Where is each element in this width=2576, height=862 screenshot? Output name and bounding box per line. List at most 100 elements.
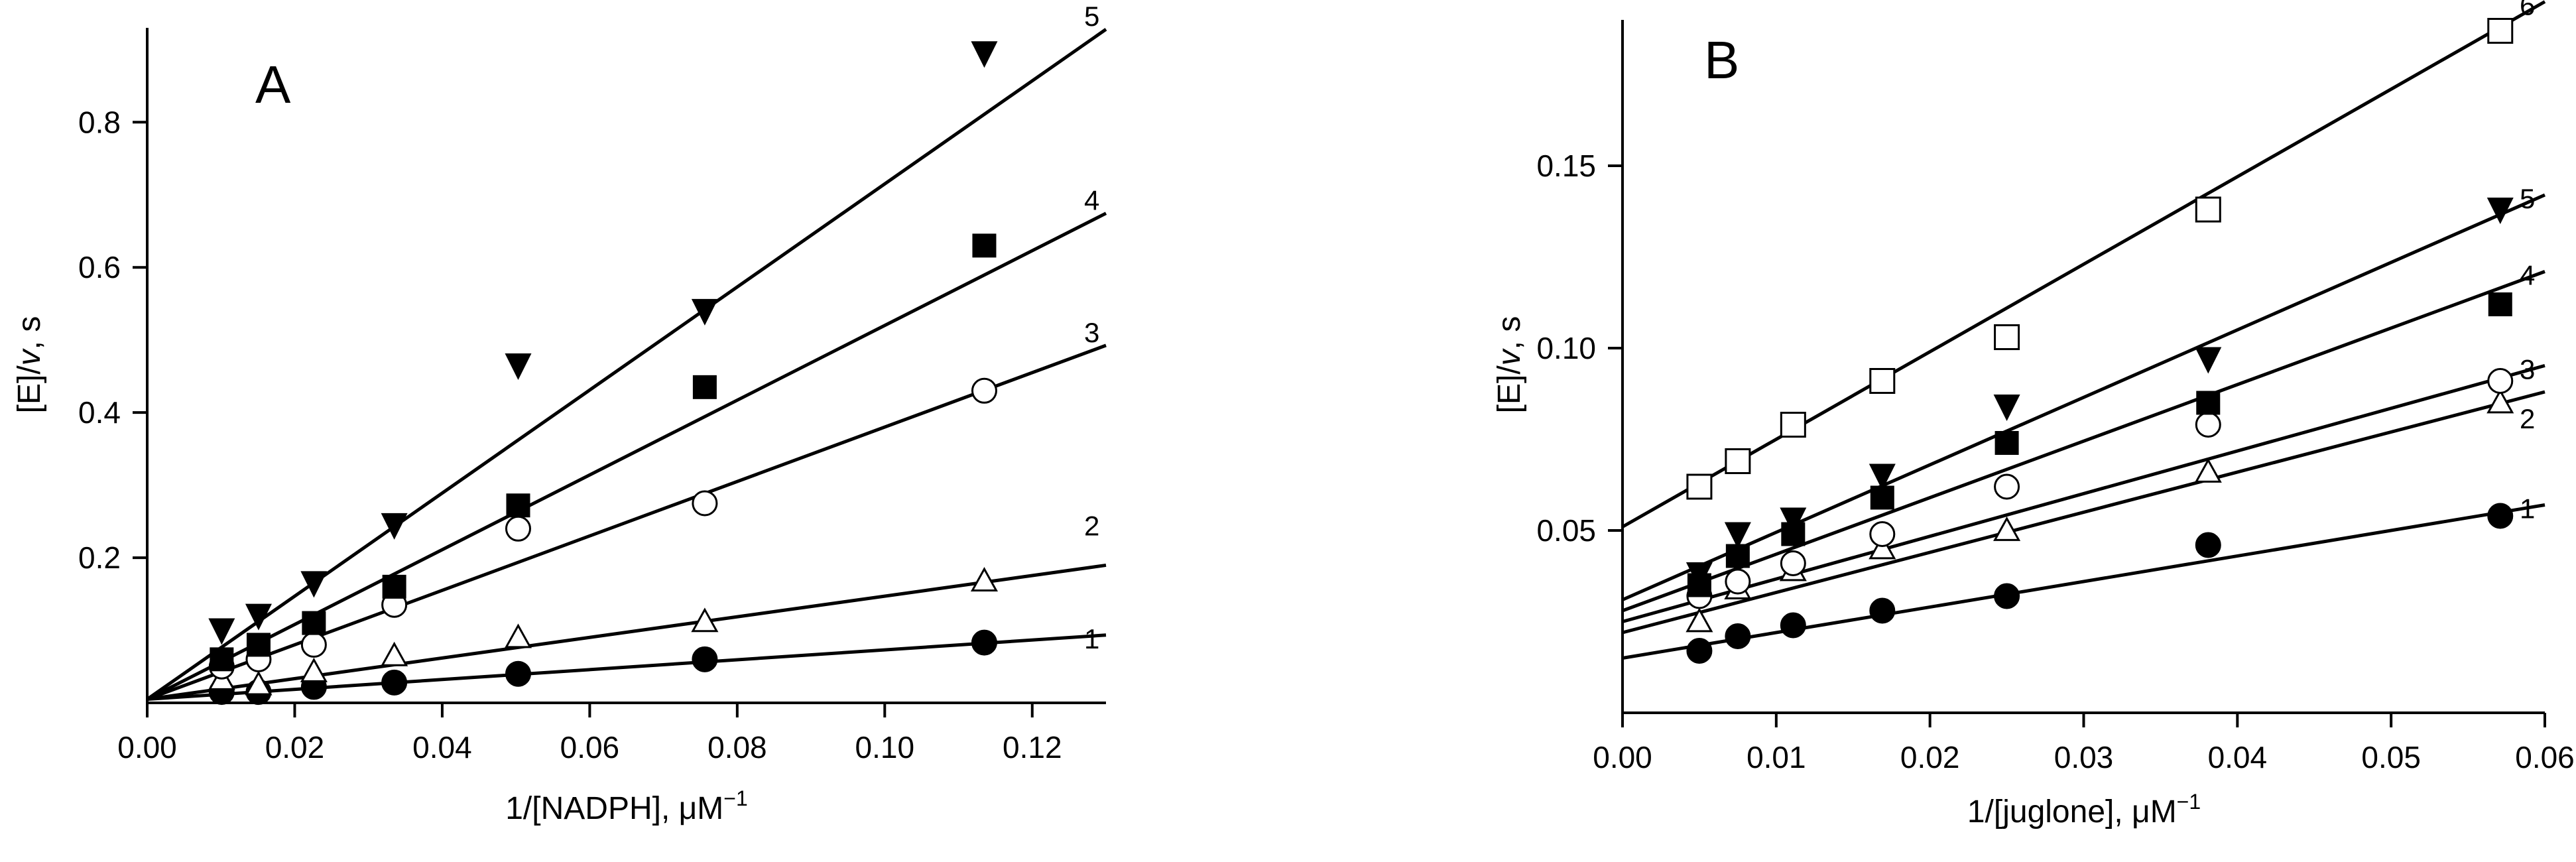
fit-line-series-4 <box>146 212 1107 701</box>
data-point-series-1 <box>505 660 531 687</box>
data-point-series-5 <box>971 41 998 68</box>
series-label-4: 4 <box>2520 260 2535 291</box>
panel-b: 0.00 0.01 0.02 0.03 0.04 0.05 0.06 0.05 0.10 0.15… <box>1492 0 2575 830</box>
data-point-series-2 <box>1869 534 1896 560</box>
data-point-series-5 <box>381 513 408 540</box>
data-point-series-3 <box>300 631 327 658</box>
data-point-series-2 <box>691 607 719 633</box>
panel-letter: B <box>1704 31 1739 90</box>
x-tick-label: 0.08 <box>707 730 767 765</box>
series-label-6: 6 <box>2520 0 2535 21</box>
data-point-series-3 <box>2487 368 2514 394</box>
fit-line-series-5 <box>146 28 1107 701</box>
x-tick-label: 0.06 <box>2515 740 2575 774</box>
data-point-series-1 <box>971 629 997 656</box>
data-point-series-5 <box>2195 347 2222 374</box>
x-tick-label: 0.10 <box>855 730 915 765</box>
fit-line-series-6 <box>1621 0 2546 528</box>
x-tick-label: 0.00 <box>1593 740 1652 774</box>
x-tick-label: 0.04 <box>2208 740 2268 774</box>
data-point-series-3 <box>1994 473 2020 500</box>
data-point-series-1 <box>381 669 408 696</box>
panel-letter: A <box>255 55 291 114</box>
fit-line-series-2 <box>1622 390 2545 635</box>
fit-line-series-4 <box>1622 270 2545 613</box>
x-tick-label: 0.02 <box>1900 740 1960 774</box>
data-point-series-1 <box>2487 503 2514 529</box>
series-label-3: 3 <box>1084 317 1099 348</box>
series-label-1: 1 <box>1084 623 1099 654</box>
series-label-1: 1 <box>2520 493 2535 524</box>
data-point-series-1 <box>1994 583 2020 609</box>
data-point-series-2 <box>381 641 408 666</box>
y-tick-label: 0.2 <box>78 540 121 575</box>
data-point-series-3 <box>1869 521 1896 547</box>
data-point-series-5 <box>300 571 328 598</box>
data-point-series-5 <box>505 353 532 380</box>
data-point-series-6 <box>1869 368 1896 394</box>
data-point-series-1 <box>1725 623 1751 649</box>
data-point-series-4 <box>382 574 406 599</box>
series-label-5: 5 <box>1084 1 1099 32</box>
data-point-series-4 <box>210 647 234 672</box>
data-point-series-4 <box>972 233 997 258</box>
data-point-series-1 <box>692 646 718 672</box>
x-tick-label: 0.06 <box>560 730 620 765</box>
data-point-series-5 <box>1993 395 2020 421</box>
y-tick-label: 0.10 <box>1536 331 1596 365</box>
data-point-series-4 <box>246 633 271 657</box>
series-label-2: 2 <box>2520 403 2535 434</box>
fit-line-series-3 <box>1622 363 2545 623</box>
data-point-series-2 <box>2194 458 2222 483</box>
data-point-series-5 <box>2486 198 2514 224</box>
data-point-series-2 <box>2486 389 2514 414</box>
y-tick-label: 0.4 <box>78 395 121 430</box>
data-point-series-3 <box>1725 568 1751 595</box>
data-point-series-1 <box>1869 597 1896 624</box>
data-point-series-2 <box>1686 607 1713 633</box>
data-point-series-5 <box>1686 562 1713 589</box>
x-tick-label: 0.03 <box>2054 740 2114 774</box>
data-point-series-3 <box>2195 412 2221 438</box>
data-point-series-5 <box>1724 522 1751 549</box>
data-point-series-4 <box>692 375 717 399</box>
x-tick-label: 0.02 <box>265 730 325 765</box>
data-point-series-2 <box>504 623 532 648</box>
data-point-series-2 <box>245 670 273 696</box>
data-point-series-3 <box>1780 550 1806 576</box>
data-point-series-4 <box>2488 292 2512 316</box>
x-tick-label: 0.01 <box>1747 740 1806 774</box>
x-tick-label: 0.00 <box>117 730 177 765</box>
data-point-series-3 <box>692 490 718 517</box>
data-point-series-1 <box>1686 638 1713 664</box>
series-label-5: 5 <box>2520 183 2535 214</box>
y-axis-title: [E]/v, s <box>1492 316 1527 414</box>
data-point-series-5 <box>691 298 718 326</box>
data-point-series-2 <box>1993 516 2021 541</box>
y-tick-label: 0.05 <box>1536 513 1596 548</box>
data-point-series-6 <box>2195 196 2221 223</box>
x-axis-title: 1/[juglone], μM−1 <box>1967 790 2201 830</box>
x-tick-label: 0.04 <box>412 730 472 765</box>
data-point-series-4 <box>2196 391 2221 415</box>
y-axis-title: [E]/v, s <box>12 316 47 414</box>
data-point-series-6 <box>1994 324 2020 350</box>
data-point-series-5 <box>245 603 272 631</box>
data-point-series-6 <box>2487 18 2514 44</box>
x-axis-title: 1/[NADPH], μM−1 <box>505 786 748 826</box>
data-point-series-3 <box>971 377 997 404</box>
series-label-4: 4 <box>1084 185 1099 216</box>
series-label-2: 2 <box>1084 510 1099 541</box>
data-point-series-5 <box>1780 507 1807 534</box>
data-point-series-6 <box>1780 412 1806 438</box>
y-tick-label: 0.6 <box>78 250 121 284</box>
x-tick-label: 0.12 <box>1003 730 1062 765</box>
data-point-series-2 <box>300 657 328 682</box>
data-point-series-6 <box>1686 473 1713 500</box>
fit-line-series-5 <box>1621 193 2546 601</box>
x-tick-label: 0.05 <box>2361 740 2421 774</box>
series-label-3: 3 <box>2520 353 2535 385</box>
data-point-series-4 <box>506 493 530 518</box>
data-point-series-5 <box>208 618 235 645</box>
